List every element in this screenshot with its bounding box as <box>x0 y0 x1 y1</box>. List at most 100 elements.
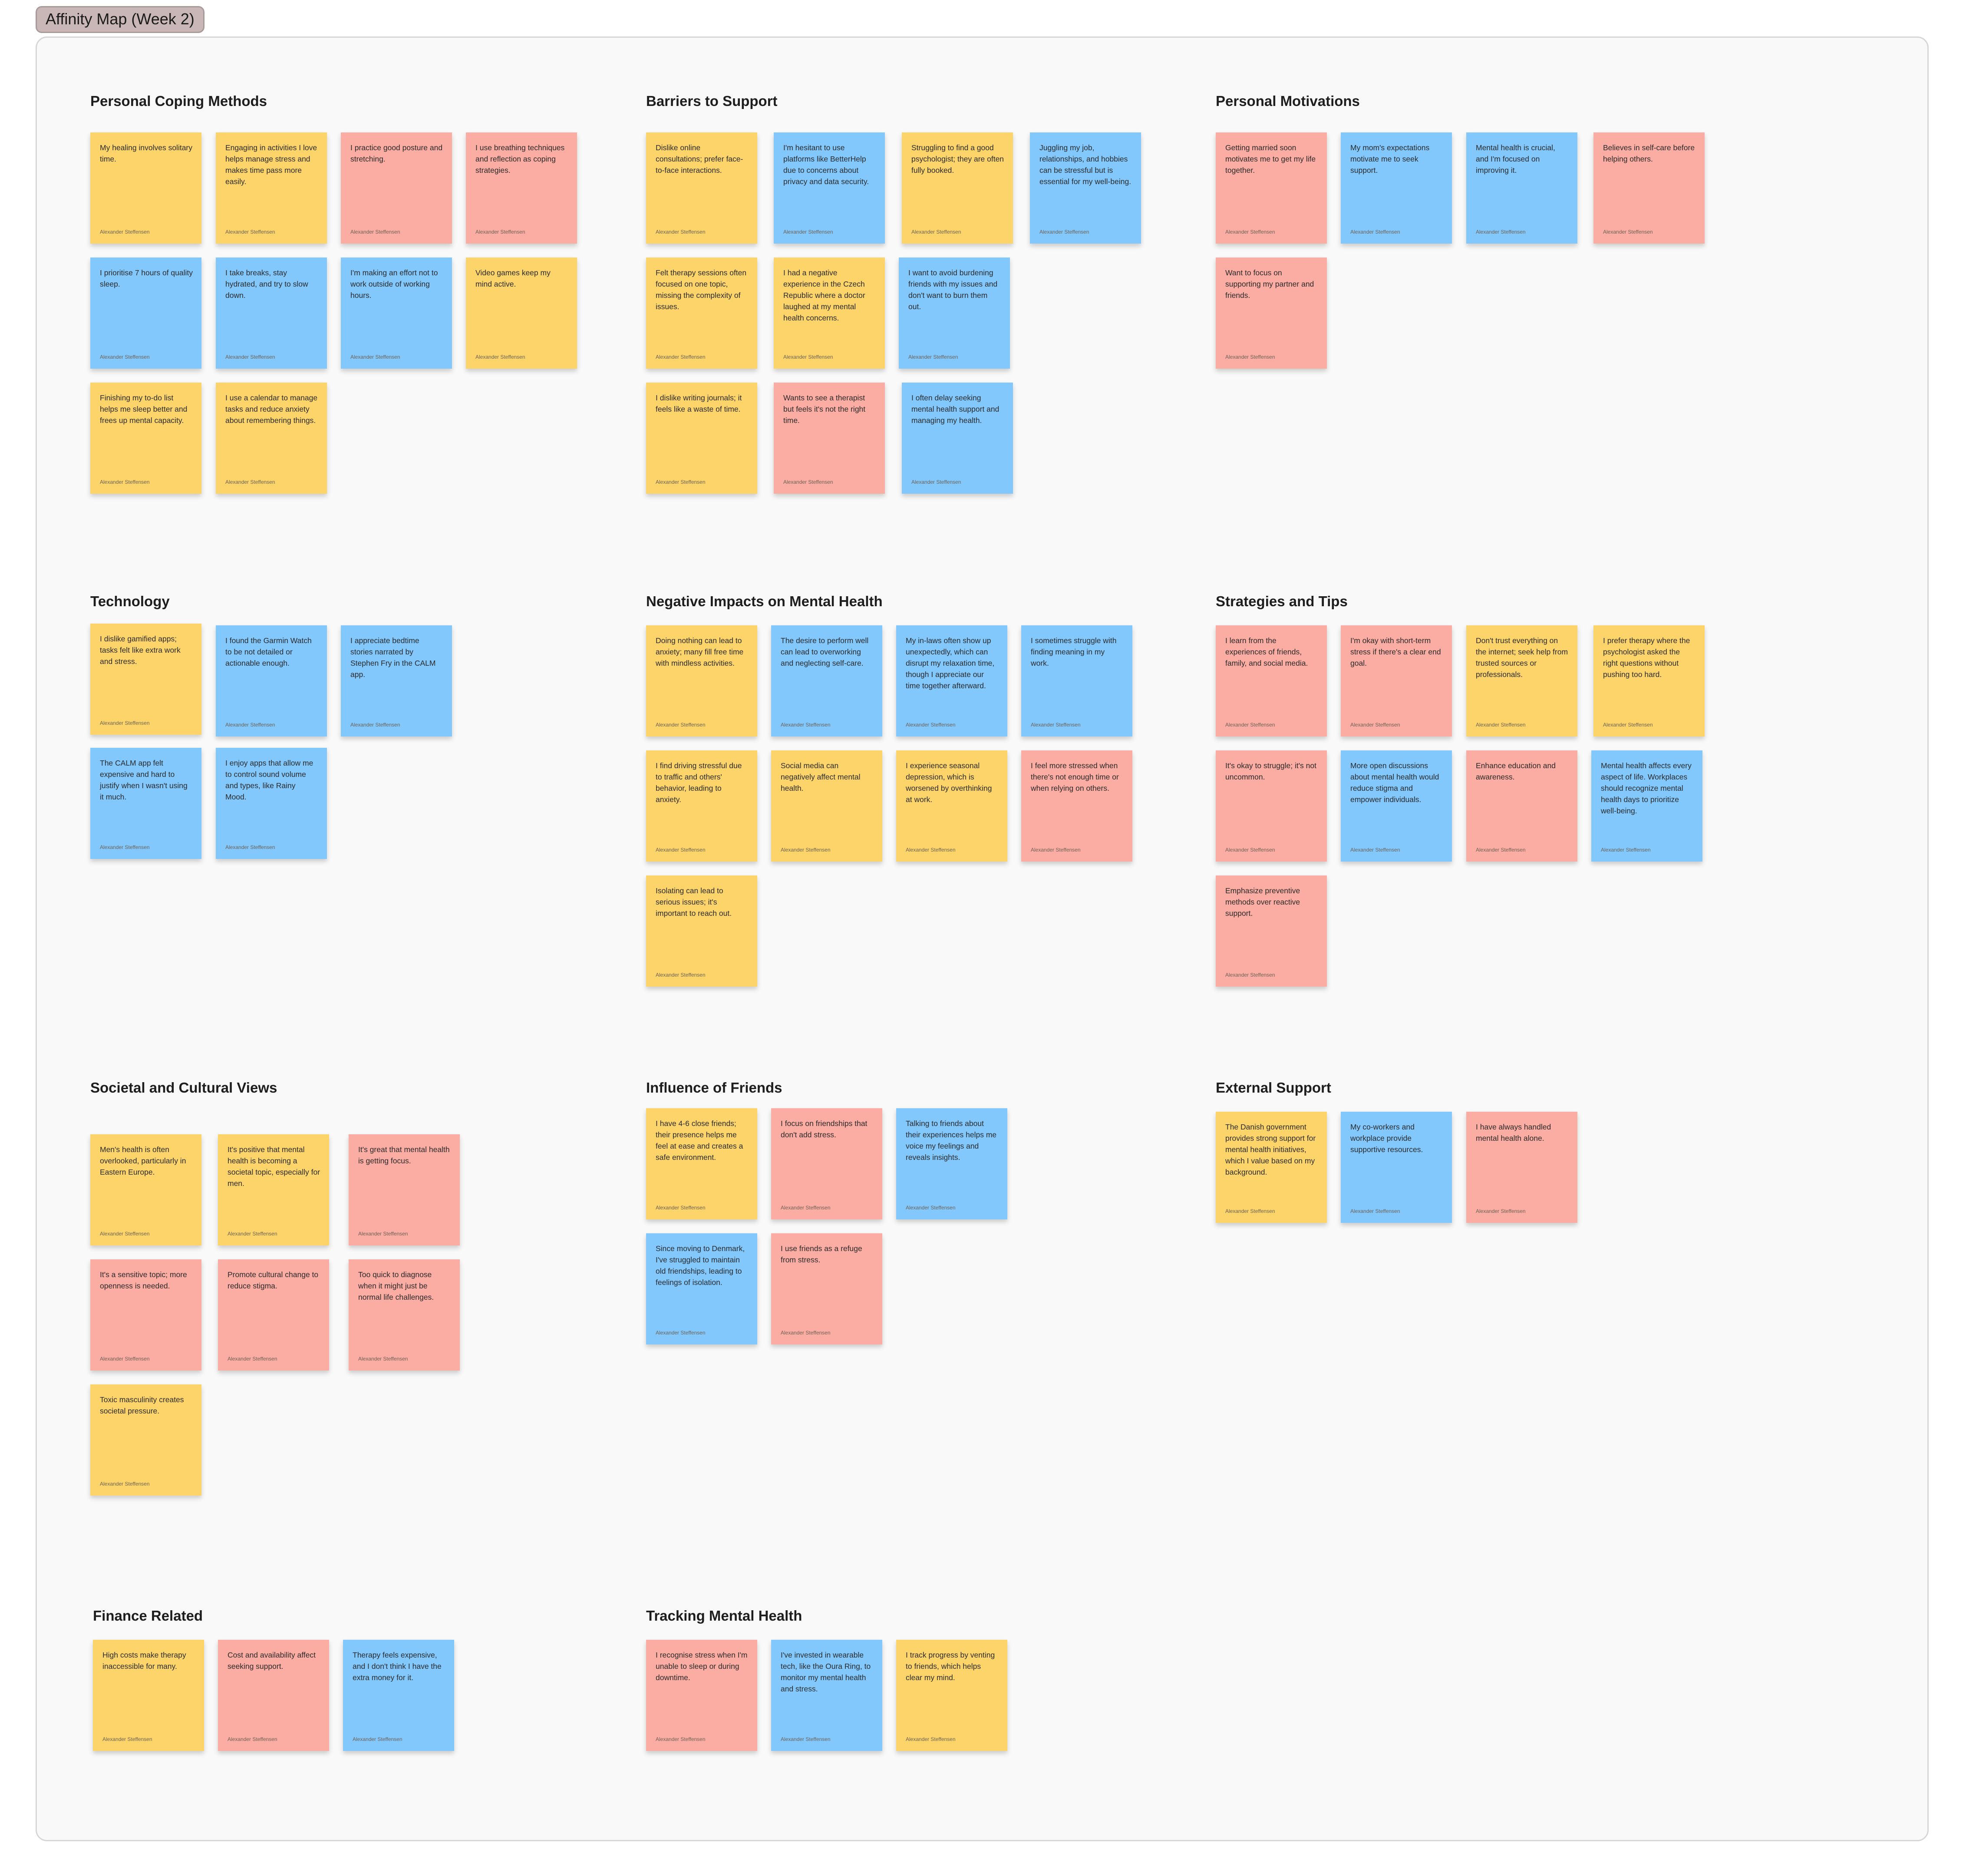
sticky-note[interactable]: Social media can negatively affect menta… <box>771 750 882 862</box>
sticky-note[interactable]: I often delay seeking mental health supp… <box>902 383 1013 494</box>
sticky-note[interactable]: I prefer therapy where the psychologist … <box>1593 625 1705 737</box>
sticky-note-text: I'm okay with short-term stress if there… <box>1350 636 1441 667</box>
sticky-note[interactable]: Struggling to find a good psychologist; … <box>902 132 1013 244</box>
sticky-note[interactable]: I sometimes struggle with finding meanin… <box>1021 625 1132 737</box>
sticky-note[interactable]: I use a calendar to manage tasks and red… <box>216 383 327 494</box>
group-title-tracking-mental-health[interactable]: Tracking Mental Health <box>646 1608 802 1624</box>
sticky-note[interactable]: Since moving to Denmark, I've struggled … <box>646 1233 757 1344</box>
sticky-note[interactable]: I had a negative experience in the Czech… <box>774 258 885 369</box>
sticky-note[interactable]: Doing nothing can lead to anxiety; many … <box>646 625 757 737</box>
group-title-negative-impacts-on-mental-health[interactable]: Negative Impacts on Mental Health <box>646 593 883 609</box>
sticky-note[interactable]: Therapy feels expensive, and I don't thi… <box>343 1640 454 1751</box>
sticky-note[interactable]: I prioritise 7 hours of quality sleep. Al… <box>90 258 201 369</box>
sticky-note[interactable]: Getting married soon motivates me to get… <box>1216 132 1327 244</box>
group-title-technology[interactable]: Technology <box>90 593 170 609</box>
sticky-note[interactable]: I recognise stress when I'm unable to sl… <box>646 1640 757 1751</box>
sticky-note[interactable]: I use breathing techniques and reflectio… <box>466 132 577 244</box>
sticky-note[interactable]: I dislike gamified apps; tasks felt like… <box>90 624 201 735</box>
sticky-note[interactable]: Finishing my to-do list helps me sleep b… <box>90 383 201 494</box>
sticky-note[interactable]: I experience seasonal depression, which … <box>896 750 1007 862</box>
sticky-note[interactable]: Promote cultural change to reduce stigma… <box>218 1259 329 1371</box>
sticky-note[interactable]: Enhance education and awareness. Alexande… <box>1466 750 1577 862</box>
sticky-note[interactable]: Juggling my job, relationships, and hobb… <box>1030 132 1141 244</box>
sticky-note[interactable]: Don't trust everything on the internet; … <box>1466 625 1577 737</box>
sticky-note[interactable]: I'm making an effort not to work outside… <box>341 258 452 369</box>
group-title-personal-motivations[interactable]: Personal Motivations <box>1216 93 1360 109</box>
group-title-external-support[interactable]: External Support <box>1216 1080 1331 1096</box>
sticky-note[interactable]: More open discussions about mental healt… <box>1341 750 1452 862</box>
sticky-note-text: High costs make therapy inaccessible for… <box>102 1651 186 1671</box>
sticky-note-author: Alexander Steffensen <box>906 1736 956 1742</box>
sticky-note[interactable]: It's great that mental health is getting… <box>349 1134 460 1245</box>
sticky-note[interactable]: I feel more stressed when there's not en… <box>1021 750 1132 862</box>
group-title-personal-coping-methods[interactable]: Personal Coping Methods <box>90 93 267 109</box>
sticky-note[interactable]: My in-laws often show up unexpectedly, w… <box>896 625 1007 737</box>
sticky-note[interactable]: I practice good posture and stretching. A… <box>341 132 452 244</box>
sticky-note[interactable]: It's a sensitive topic; more openness is… <box>90 1259 201 1371</box>
sticky-note[interactable]: Talking to friends about their experienc… <box>896 1108 1007 1219</box>
group-title-societal-and-cultural-views[interactable]: Societal and Cultural Views <box>90 1080 277 1096</box>
sticky-note[interactable]: I'm okay with short-term stress if there… <box>1341 625 1452 737</box>
sticky-note[interactable]: I dislike writing journals; it feels lik… <box>646 383 757 494</box>
group-title-strategies-and-tips[interactable]: Strategies and Tips <box>1216 593 1348 609</box>
sticky-note-author: Alexander Steffensen <box>225 844 275 850</box>
sticky-note[interactable]: I want to avoid burdening friends with m… <box>899 258 1010 369</box>
sticky-note[interactable]: I've invested in wearable tech, like the… <box>771 1640 882 1751</box>
sticky-note[interactable]: I have always handled mental health alon… <box>1466 1112 1577 1223</box>
sticky-note[interactable]: High costs make therapy inaccessible for… <box>93 1640 204 1751</box>
sticky-note[interactable]: The Danish government provides strong su… <box>1216 1112 1327 1223</box>
group-title-barriers-to-support[interactable]: Barriers to Support <box>646 93 778 109</box>
sticky-note[interactable]: I learn from the experiences of friends,… <box>1216 625 1327 737</box>
sticky-note[interactable]: The desire to perform well can lead to o… <box>771 625 882 737</box>
sticky-note[interactable]: My healing involves solitary time. Alexan… <box>90 132 201 244</box>
sticky-note[interactable]: I focus on friendships that don't add st… <box>771 1108 882 1219</box>
sticky-note[interactable]: Emphasize preventive methods over reacti… <box>1216 875 1327 987</box>
sticky-note[interactable]: I track progress by venting to friends, … <box>896 1640 1007 1751</box>
group-title-finance-related[interactable]: Finance Related <box>93 1608 203 1624</box>
sticky-note[interactable]: My co-workers and workplace provide supp… <box>1341 1112 1452 1223</box>
sticky-note[interactable]: Engaging in activities I love helps mana… <box>216 132 327 244</box>
sticky-note[interactable]: Mental health affects every aspect of li… <box>1591 750 1702 862</box>
sticky-note[interactable]: Video games keep my mind active. Alexande… <box>466 258 577 369</box>
sticky-note[interactable]: Believes in self-care before helping oth… <box>1593 132 1705 244</box>
sticky-note-author: Alexander Steffensen <box>100 479 150 485</box>
sticky-note-text: My healing involves solitary time. <box>100 143 193 163</box>
sticky-note[interactable]: I find driving stressful due to traffic … <box>646 750 757 862</box>
sticky-note[interactable]: Dislike online consultations; prefer fac… <box>646 132 757 244</box>
sticky-note[interactable]: It's okay to struggle; it's not uncommon… <box>1216 750 1327 862</box>
sticky-note[interactable]: I'm hesitant to use platforms like Bette… <box>774 132 885 244</box>
sticky-note-text: Juggling my job, relationships, and hobb… <box>1039 143 1131 186</box>
sticky-note[interactable]: I take breaks, stay hydrated, and try to… <box>216 258 327 369</box>
sticky-note[interactable]: I found the Garmin Watch to be not detai… <box>216 625 327 737</box>
sticky-note-author: Alexander Steffensen <box>228 1356 277 1362</box>
sticky-note-author: Alexander Steffensen <box>783 479 833 485</box>
sticky-note[interactable]: Wants to see a therapist but feels it's … <box>774 383 885 494</box>
sticky-note[interactable]: I use friends as a refuge from stress. Al… <box>771 1233 882 1344</box>
sticky-note-text: I dislike writing journals; it feels lik… <box>656 393 742 413</box>
sticky-note[interactable]: Mental health is crucial, and I'm focuse… <box>1466 132 1577 244</box>
group-title-influence-of-friends[interactable]: Influence of Friends <box>646 1080 782 1096</box>
sticky-note[interactable]: Cost and availability affect seeking sup… <box>218 1640 329 1751</box>
sticky-note-author: Alexander Steffensen <box>656 972 706 978</box>
sticky-note-author: Alexander Steffensen <box>228 1231 277 1237</box>
sticky-note[interactable]: My mom's expectations motivate me to see… <box>1341 132 1452 244</box>
sticky-note-text: The CALM app felt expensive and hard to … <box>100 759 188 801</box>
sticky-note[interactable]: Felt therapy sessions often focused on o… <box>646 258 757 369</box>
sticky-note[interactable]: I enjoy apps that allow me to control so… <box>216 748 327 859</box>
sticky-note-text: Toxic masculinity creates societal press… <box>100 1395 184 1415</box>
sticky-note-text: I prioritise 7 hours of quality sleep. <box>100 268 193 288</box>
sticky-note[interactable]: Too quick to diagnose when it might just… <box>349 1259 460 1371</box>
sticky-note[interactable]: Toxic masculinity creates societal press… <box>90 1384 201 1496</box>
sticky-note[interactable]: The CALM app felt expensive and hard to … <box>90 748 201 859</box>
sticky-note[interactable]: Men's health is often overlooked, partic… <box>90 1134 201 1245</box>
sticky-note[interactable]: Want to focus on supporting my partner a… <box>1216 258 1327 369</box>
sticky-note-author: Alexander Steffensen <box>1225 354 1275 360</box>
sticky-note[interactable]: Isolating can lead to serious issues; it… <box>646 875 757 987</box>
sticky-note-text: I use friends as a refuge from stress. <box>781 1244 862 1264</box>
sticky-note[interactable]: I appreciate bedtime stories narrated by… <box>341 625 452 737</box>
board-title[interactable]: Affinity Map (Week 2) <box>36 6 205 33</box>
sticky-note[interactable]: It's positive that mental health is beco… <box>218 1134 329 1245</box>
sticky-note[interactable]: I have 4-6 close friends; their presence… <box>646 1108 757 1219</box>
sticky-note-author: Alexander Steffensen <box>1476 722 1526 728</box>
sticky-note-text: Believes in self-care before helping oth… <box>1603 143 1695 163</box>
